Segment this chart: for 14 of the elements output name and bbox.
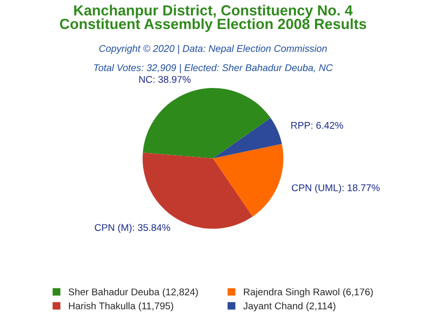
pie-slice (213, 144, 284, 217)
text: Total Votes: 32,909 | Elected: Sher Bahadur Deuba, NC (94, 64, 333, 74)
chart-subtitle: Copyright © 2020 | Data: Nepal Election Commission (99, 44, 327, 54)
legend-label: Sher Bahadur Deuba (12,824) (68, 288, 198, 298)
pie-slice (213, 118, 282, 158)
data-label: NC: 38.97% (139, 76, 191, 83)
data-label: CPN (M): 35.84% (94, 224, 170, 233)
chart-title: Kanchanpur District, Constituency No. 4 Constituent Assembly Election 2008 Results (60, 4, 366, 32)
legend-label: Rajendra Singh Rawol (6,176) (244, 288, 373, 298)
data-label: RPP: 6.42% (291, 122, 344, 129)
data-label: CPN (UML): 18.77% (292, 184, 380, 194)
legend-label: Jayant Chand (2,114) (243, 302, 336, 312)
pie-slice (142, 88, 271, 158)
legend-label: Harish Thakulla (11,795) (68, 302, 174, 312)
